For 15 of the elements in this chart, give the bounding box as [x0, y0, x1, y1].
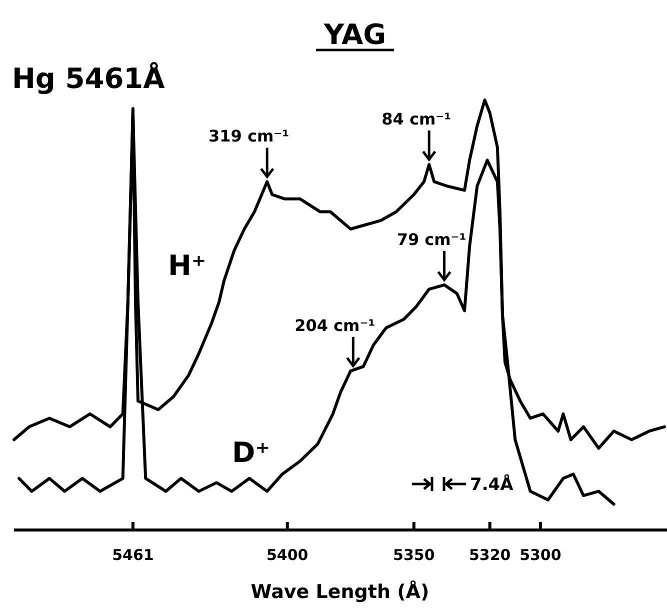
- annotation: 7.4Å: [470, 474, 514, 495]
- annotation: 204 cm⁻¹: [294, 316, 376, 335]
- x-axis-title: Wave Length (Å): [250, 580, 430, 603]
- x-tick-label: 5320: [468, 546, 511, 564]
- x-tick-label: 5400: [266, 546, 308, 564]
- text: Hg 5461Å: [12, 62, 166, 95]
- series-label: D⁺: [232, 436, 270, 469]
- annotation: 319 cm⁻¹: [208, 126, 290, 146]
- x-tick-label: 5300: [520, 546, 562, 564]
- annotation: 84 cm⁻¹: [382, 110, 452, 128]
- chart-title: YAG: [322, 18, 386, 51]
- x-tick-label: 5461: [112, 546, 154, 564]
- x-tick-label: 5350: [393, 546, 435, 564]
- series-label: H⁺: [168, 249, 206, 282]
- annotation: 79 cm⁻¹: [396, 230, 466, 249]
